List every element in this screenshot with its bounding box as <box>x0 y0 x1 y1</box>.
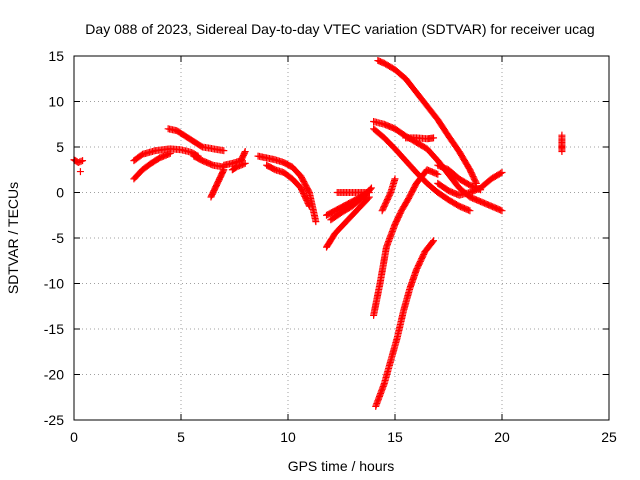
data-point <box>498 207 506 215</box>
data-point <box>76 168 84 176</box>
data-point <box>305 201 313 209</box>
y-tick-labels: -25 -20 -15 -10 -5 0 5 10 15 <box>44 48 64 428</box>
y-tick-label: 10 <box>48 94 64 110</box>
data-track <box>378 175 399 215</box>
y-tick-label: -20 <box>44 367 64 383</box>
data-point <box>77 157 85 165</box>
data-track <box>228 159 249 174</box>
data-point <box>466 207 474 215</box>
y-tick-label: -15 <box>44 321 64 337</box>
data-point <box>367 184 375 192</box>
data-point <box>220 147 228 155</box>
x-tick-label: 20 <box>494 429 510 445</box>
data-point <box>558 148 566 156</box>
y-tick-label: -10 <box>44 276 64 292</box>
x-tick-label: 0 <box>70 429 78 445</box>
y-axis-label: SDTVAR / TECUs <box>5 182 21 294</box>
y-tick-label: -5 <box>52 230 65 246</box>
x-tick-labels: 0 5 10 15 20 25 <box>70 429 617 445</box>
data-track <box>372 237 438 410</box>
data-point <box>434 170 442 178</box>
x-tick-label: 5 <box>177 429 185 445</box>
data-point <box>365 189 373 196</box>
data-track <box>374 57 480 187</box>
data-track <box>254 152 320 226</box>
x-tick-label: 15 <box>387 429 403 445</box>
data-track <box>263 161 313 210</box>
x-tick-label: 25 <box>601 429 617 445</box>
data-track <box>130 149 174 183</box>
x-tick-label: 10 <box>280 429 296 445</box>
data-point <box>498 168 506 176</box>
data-point <box>219 167 227 175</box>
axis-ticks <box>73 55 610 421</box>
data-point <box>497 169 505 177</box>
data-track <box>164 125 228 155</box>
data-track <box>190 152 228 171</box>
data-point <box>430 134 438 142</box>
data-track <box>333 189 373 196</box>
data-track <box>370 166 442 319</box>
data-point <box>241 149 249 157</box>
data-point <box>79 157 87 165</box>
data-point <box>429 238 437 246</box>
data-track <box>220 148 249 169</box>
data-track <box>402 134 438 143</box>
y-tick-label: 15 <box>48 48 64 64</box>
chart-title: Day 088 of 2023, Sidereal Day-to-day VTE… <box>85 21 594 37</box>
data-track <box>558 131 566 156</box>
data-track <box>434 168 506 199</box>
data-point <box>312 218 320 226</box>
y-tick-label: 5 <box>56 139 64 155</box>
y-tick-label: 0 <box>56 185 64 201</box>
data-track <box>434 161 485 194</box>
data-point <box>477 186 485 194</box>
data-track <box>323 193 373 251</box>
data-point <box>241 148 249 156</box>
data-track <box>76 168 84 176</box>
x-axis-label: GPS time / hours <box>288 458 395 474</box>
data-point <box>430 237 438 245</box>
data-track <box>70 156 87 166</box>
data-point <box>240 160 248 168</box>
y-tick-label: -25 <box>44 412 64 428</box>
data-points <box>70 57 566 410</box>
data-track <box>207 166 228 201</box>
grid-lines <box>74 56 609 420</box>
data-point <box>241 159 249 167</box>
data-point <box>166 149 174 157</box>
data-point <box>305 202 313 210</box>
data-point <box>391 175 399 183</box>
